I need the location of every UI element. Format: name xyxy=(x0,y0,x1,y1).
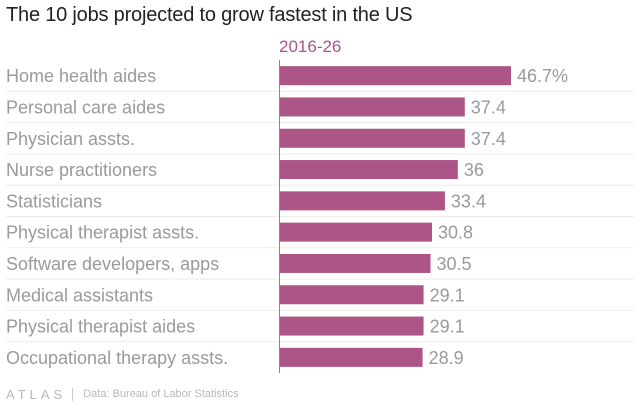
value-label: 37.4 xyxy=(471,129,506,149)
value-labels: 46.7% 37.4 37.4 36 33.4 30.8 30.5 29.1 29.1 28.9 xyxy=(429,66,568,368)
category-label: Software developers, apps xyxy=(6,254,219,274)
value-label: 46.7% xyxy=(517,66,568,86)
category-label: Personal care aides xyxy=(6,97,165,117)
bar xyxy=(279,191,445,211)
bar-chart: 2016-26 Home health aides Personal care a… xyxy=(6,37,634,373)
category-label: Occupational therapy assts. xyxy=(6,348,228,368)
source-note: Data: Bureau of Labor Statistics xyxy=(83,388,239,400)
value-label: 29.1 xyxy=(430,317,465,337)
bar xyxy=(279,66,511,86)
value-label: 33.4 xyxy=(451,191,486,211)
value-label: 30.8 xyxy=(438,223,473,243)
category-label: Home health aides xyxy=(6,66,156,86)
series-label: 2016-26 xyxy=(279,37,341,56)
bar xyxy=(279,347,423,367)
bars xyxy=(279,66,511,367)
row-separators xyxy=(6,90,634,343)
bar xyxy=(279,128,465,148)
bar xyxy=(279,160,458,180)
chart-title: The 10 jobs projected to grow fastest in… xyxy=(6,4,413,26)
category-label: Statisticians xyxy=(6,191,102,211)
bar xyxy=(279,97,465,117)
value-label: 29.1 xyxy=(430,285,465,305)
category-label: Physical therapist assts. xyxy=(6,223,199,243)
value-label: 37.4 xyxy=(471,97,506,117)
bar xyxy=(279,285,424,305)
bar xyxy=(279,253,431,273)
footer-separator xyxy=(72,387,74,401)
atlas-logo: ATLAS xyxy=(6,386,67,402)
bar xyxy=(279,222,433,242)
category-label: Physical therapist aides xyxy=(6,317,195,337)
category-label: Nurse practitioners xyxy=(6,160,157,180)
series-label-group: 2016-26 xyxy=(279,37,341,56)
value-label: 30.5 xyxy=(437,254,472,274)
category-labels: Home health aides Personal care aides Phys… xyxy=(6,66,228,368)
value-label: 36 xyxy=(464,160,484,180)
footer: ATLAS Data: Bureau of Labor Statistics xyxy=(6,386,239,402)
category-label: Physician assts. xyxy=(6,129,135,149)
bar xyxy=(279,316,424,336)
category-label: Medical assistants xyxy=(6,285,153,305)
value-label: 28.9 xyxy=(429,348,464,368)
